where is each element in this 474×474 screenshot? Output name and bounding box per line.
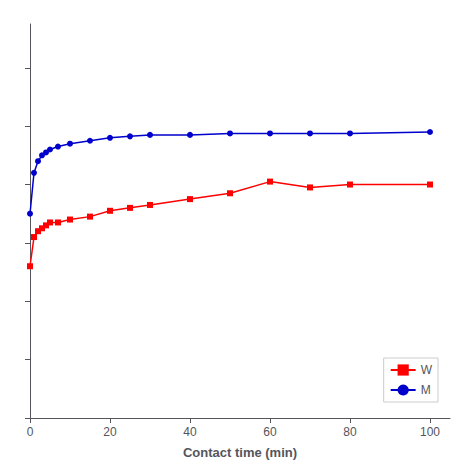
svg-text:40: 40 — [183, 425, 197, 439]
svg-text:20: 20 — [103, 425, 117, 439]
svg-text:80: 80 — [343, 425, 357, 439]
svg-text:0: 0 — [27, 425, 34, 439]
svg-text:W: W — [421, 363, 433, 377]
svg-text:100: 100 — [420, 425, 440, 439]
svg-text:60: 60 — [263, 425, 277, 439]
svg-text:M: M — [421, 383, 431, 397]
svg-text:Contact time (min): Contact time (min) — [183, 445, 297, 460]
